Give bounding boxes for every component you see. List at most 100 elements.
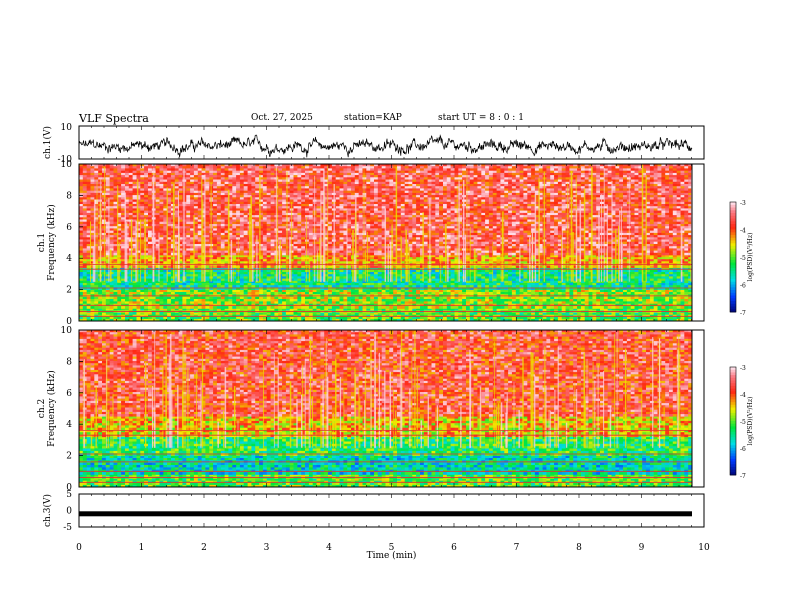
spectrogram-cell bbox=[588, 296, 593, 300]
spectrogram-cell bbox=[385, 292, 390, 295]
spectrogram-cell bbox=[182, 164, 187, 167]
spectrogram-cell bbox=[531, 289, 536, 293]
spectrogram-cell bbox=[259, 257, 264, 260]
spectrogram-cell bbox=[366, 283, 371, 286]
spectrogram-cell bbox=[366, 301, 371, 305]
spectrogram-cell bbox=[515, 318, 520, 322]
spectrogram-cell bbox=[592, 289, 597, 293]
spectrogram-cell bbox=[381, 259, 386, 262]
spectrogram-cell bbox=[657, 261, 662, 264]
spectrogram-cell bbox=[577, 269, 582, 273]
spectrogram-cell bbox=[454, 308, 459, 311]
spectrogram-cell bbox=[193, 261, 198, 264]
spectrogram-cell bbox=[381, 296, 386, 300]
spectrogram-cell bbox=[527, 285, 532, 288]
spectrogram-cell bbox=[454, 261, 459, 264]
spectrogram-cell bbox=[197, 301, 202, 305]
spectrogram-cell bbox=[109, 265, 114, 268]
spectrogram-cell bbox=[649, 261, 654, 264]
spectrogram-cell bbox=[301, 316, 306, 320]
spectrogram-cell bbox=[293, 316, 298, 320]
spectrogram-cell bbox=[458, 299, 463, 302]
spectrogram-cell bbox=[270, 285, 275, 288]
spectrogram-cell bbox=[584, 283, 589, 286]
spectrogram-cell bbox=[197, 285, 202, 288]
spectrogram-cell bbox=[561, 296, 566, 300]
spectrogram-cell bbox=[596, 296, 601, 300]
spectrogram-cell bbox=[688, 261, 693, 264]
spectrogram-cell bbox=[680, 259, 685, 262]
spectrogram-cell bbox=[374, 255, 379, 258]
spectrogram-cell bbox=[389, 308, 394, 311]
spectrogram-cell bbox=[297, 280, 302, 284]
spectrogram-cell bbox=[519, 283, 524, 286]
spectrogram-cell bbox=[328, 164, 333, 167]
spectrogram-cell bbox=[343, 308, 348, 311]
spectrogram-cell bbox=[102, 257, 107, 260]
spectrogram-cell bbox=[358, 265, 363, 268]
spectrogram-cell bbox=[216, 274, 221, 277]
spectrogram-cell bbox=[496, 285, 501, 288]
spectrogram-cell bbox=[205, 292, 210, 295]
spectrogram-cell bbox=[688, 272, 693, 275]
spectrogram-cell bbox=[603, 283, 608, 286]
spectrogram-cell bbox=[285, 257, 290, 260]
spectrogram-cell bbox=[634, 316, 639, 320]
spectrogram-cell bbox=[259, 278, 264, 282]
spectrogram-cell bbox=[672, 318, 677, 322]
spectrogram-cell bbox=[354, 269, 359, 273]
spectrogram-cell bbox=[197, 280, 202, 284]
spectrogram-cell bbox=[190, 289, 195, 293]
spectrogram-cell bbox=[485, 292, 490, 295]
spectrogram-cell bbox=[266, 308, 271, 311]
spectrogram-cell bbox=[519, 257, 524, 260]
date-label: Oct. 27, 2025 bbox=[251, 113, 313, 123]
spectrogram-cell bbox=[519, 318, 524, 322]
spectrogram-cell bbox=[128, 265, 133, 268]
spectrogram-cell bbox=[190, 292, 195, 295]
spectrogram-cell bbox=[98, 164, 103, 167]
spectrogram-cell bbox=[209, 283, 214, 286]
spectrogram-cell bbox=[155, 301, 160, 305]
spectrogram-cell bbox=[170, 278, 175, 282]
spectrogram-cell bbox=[600, 276, 605, 279]
spectrogram-cell bbox=[385, 164, 390, 167]
spectrogram-cell bbox=[193, 312, 198, 315]
spectrogram-cell bbox=[492, 285, 497, 288]
spectrogram-cell bbox=[308, 259, 313, 262]
spectrogram-cell bbox=[393, 255, 398, 258]
spectrogram-cell bbox=[259, 316, 264, 320]
spectrogram-cell bbox=[79, 265, 84, 268]
spectrogram-cell bbox=[649, 301, 654, 305]
spectrogram-cell bbox=[638, 255, 643, 258]
spectrogram-cell bbox=[446, 283, 451, 286]
spectrogram-cell bbox=[397, 274, 402, 277]
spectrogram-cell bbox=[420, 289, 425, 293]
spectrogram-cell bbox=[619, 289, 624, 293]
spectrogram-cell bbox=[554, 299, 559, 302]
spectrogram-cell bbox=[109, 299, 114, 302]
start-time-label: start UT = 8 : 0 : 1 bbox=[438, 113, 524, 123]
spectrogram-cell bbox=[205, 306, 210, 309]
spectrogram-cell bbox=[496, 276, 501, 279]
spectrogram-cell bbox=[205, 272, 210, 275]
spectrogram-cell bbox=[362, 255, 367, 258]
spectrogram-cell bbox=[504, 265, 509, 268]
spectrogram-cell bbox=[144, 312, 149, 315]
spectrogram-cell bbox=[167, 306, 172, 309]
spectrogram-cell bbox=[377, 283, 382, 286]
spectrogram-cell bbox=[79, 255, 84, 258]
spectrogram-cell bbox=[561, 255, 566, 258]
spectrogram-cell bbox=[335, 283, 340, 286]
spectrogram-cell bbox=[626, 312, 631, 315]
spectrogram-cell bbox=[458, 265, 463, 268]
spectrogram-cell bbox=[649, 289, 654, 293]
spectrogram-cell bbox=[500, 316, 505, 320]
spectrogram-cell bbox=[94, 296, 99, 300]
spectrogram-cell bbox=[255, 287, 260, 290]
spectrogram-cell bbox=[163, 287, 168, 290]
spectrogram-cell bbox=[197, 306, 202, 309]
spectrogram-cell bbox=[577, 299, 582, 302]
spectrogram-cell bbox=[569, 308, 574, 311]
spectrogram-cell bbox=[446, 299, 451, 302]
